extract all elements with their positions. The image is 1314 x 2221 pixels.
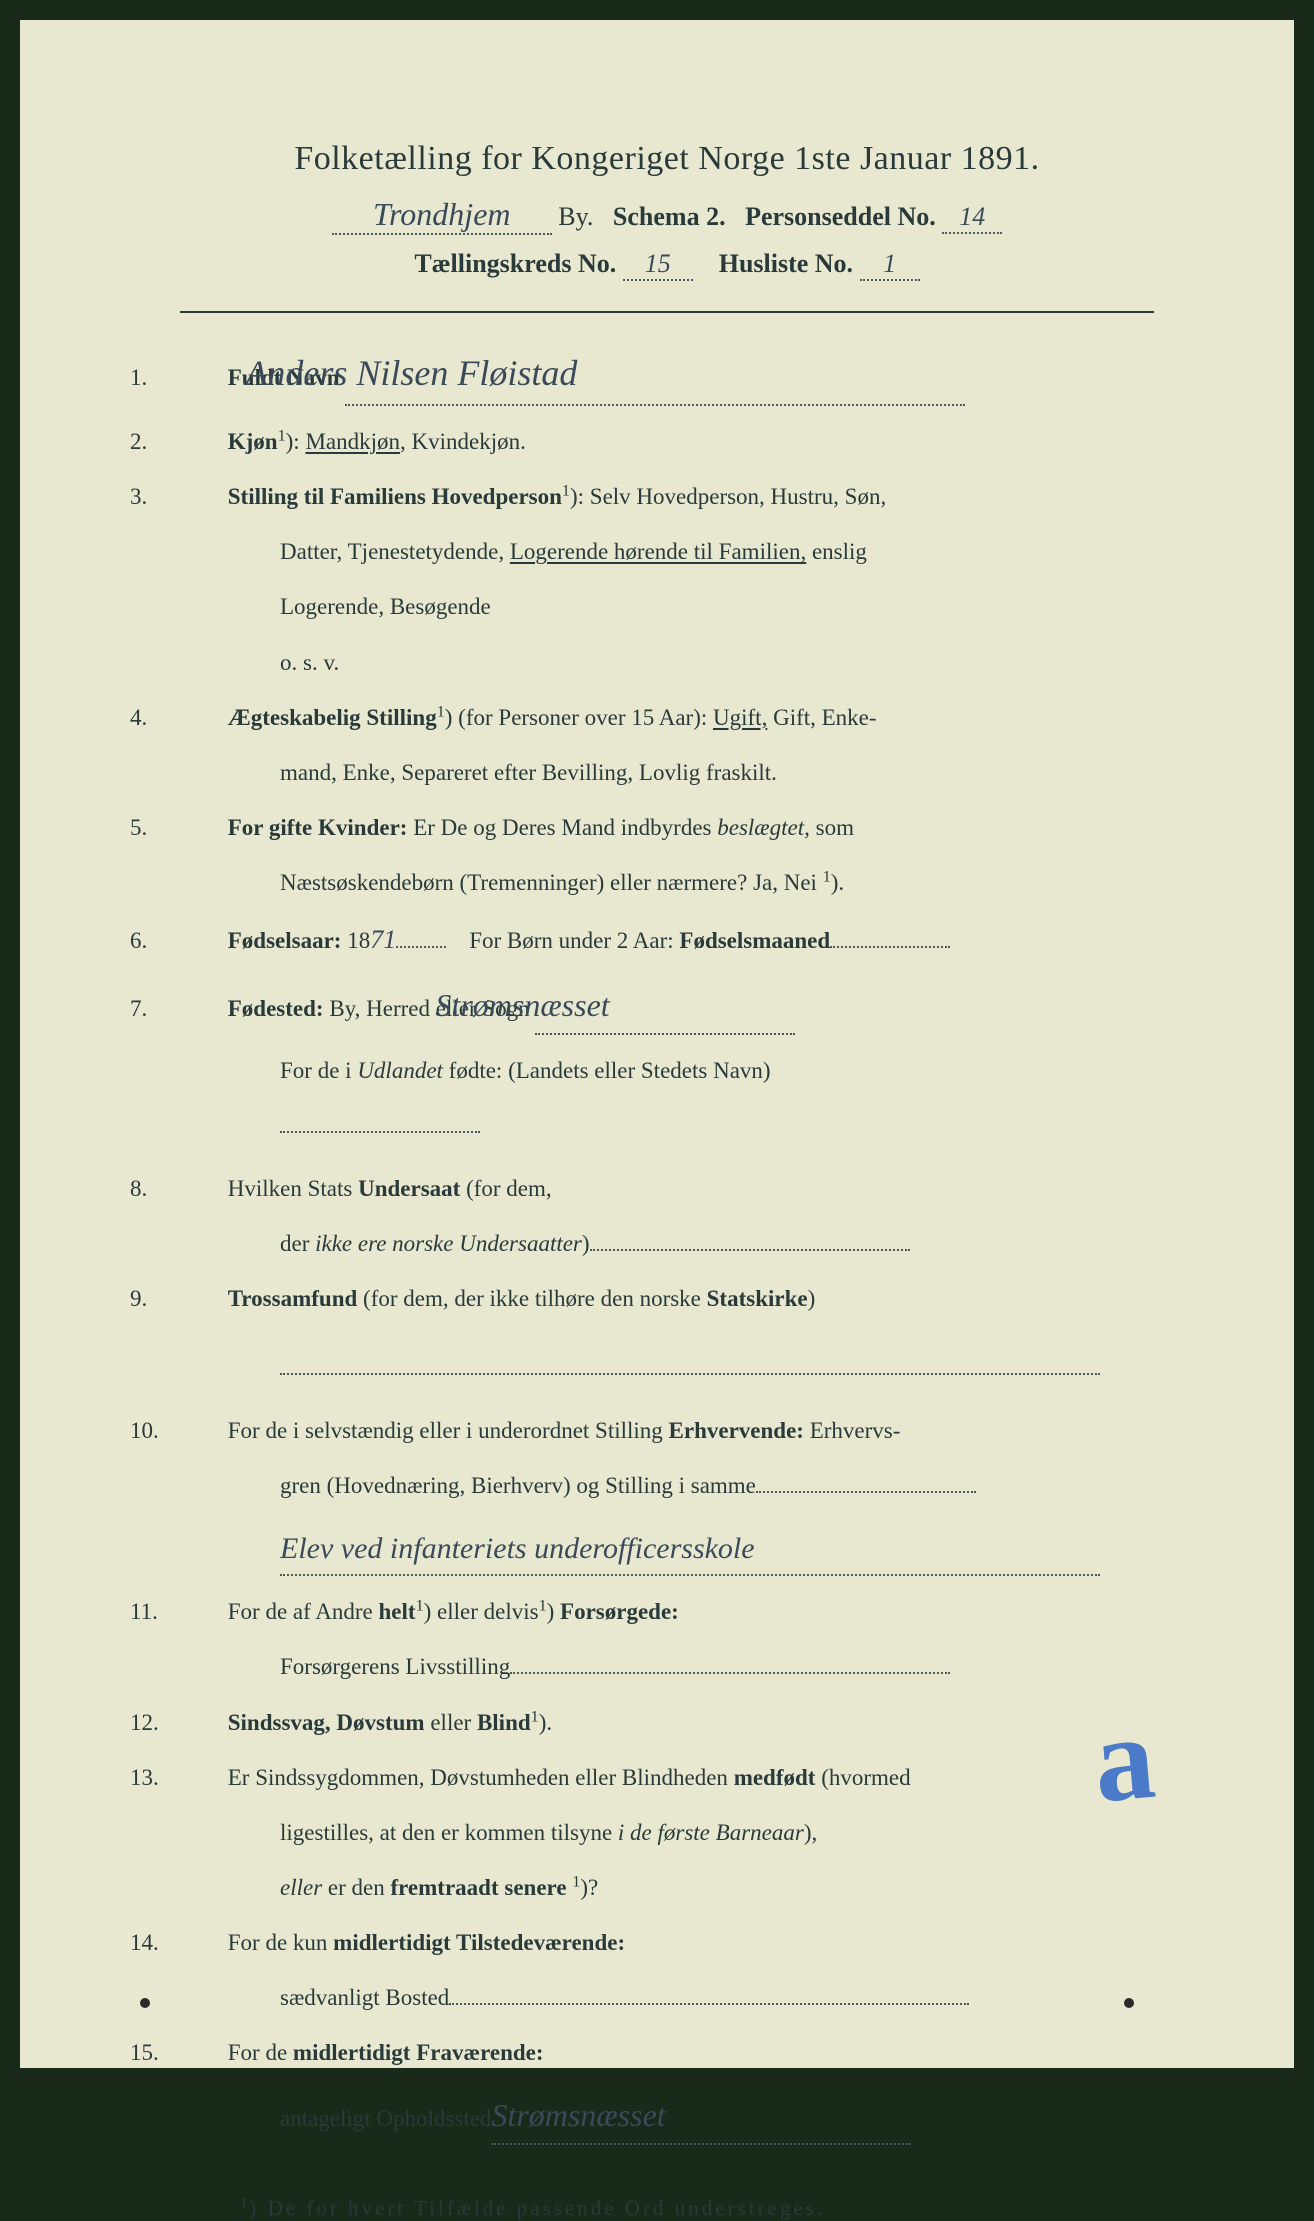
row-11: 11. For de af Andre helt1) eller delvis1… — [180, 1592, 1154, 1631]
row-14-label: midlertidigt Tilstedeværende: — [333, 1930, 625, 1955]
row-6: 6. Fødselsaar: 1871 For Børn under 2 Aar… — [180, 918, 1154, 962]
birthyear-hw: 71 — [370, 925, 396, 954]
pin-icon — [1124, 1998, 1134, 2008]
row-13: 13. Er Sindssygdommen, Døvstumheden elle… — [180, 1758, 1154, 1797]
occupation-hw: Elev ved infanteriets underofficersskole — [280, 1523, 755, 1574]
row-8: 8. Hvilken Stats Undersaat (for dem, — [180, 1169, 1154, 1208]
row-4-selected: Ugift, — [713, 705, 767, 730]
kreds-no: 15 — [645, 249, 671, 278]
row-1-num: 1. — [180, 358, 222, 397]
row-13-label: medfødt — [734, 1765, 816, 1790]
subtitle-1: Trondhjem By. Schema 2. Personseddel No.… — [180, 196, 1154, 235]
row-9-num: 9. — [180, 1279, 222, 1318]
row-13-cont2: eller er den fremtraadt senere 1)? — [180, 1868, 1154, 1907]
personseddel-no: 14 — [959, 202, 985, 231]
pin-icon — [140, 1998, 150, 2008]
row-3-cont1: Datter, Tjenestetydende, Logerende høren… — [180, 532, 1154, 571]
row-14-num: 14. — [180, 1923, 222, 1962]
row-1: 1. Fuldt Navn Anders Nilsen Fløistad — [180, 343, 1154, 406]
row-3-cont3: o. s. v. — [180, 643, 1154, 682]
row-2-label: Kjøn — [228, 429, 278, 454]
row-4-label: Ægteskabelig Stilling — [228, 705, 437, 730]
row-12: 12. Sindssvag, Døvstum eller Blind1). — [180, 1703, 1154, 1742]
row-7-cont: For de i Udlandet fødte: (Landets eller … — [180, 1051, 1154, 1090]
row-5: 5. For gifte Kvinder: Er De og Deres Man… — [180, 808, 1154, 847]
row-9-blank — [180, 1348, 1154, 1387]
row-6-num: 6. — [180, 921, 222, 960]
personseddel-label: Personseddel No. — [745, 202, 936, 231]
row-3-num: 3. — [180, 477, 222, 516]
row-10-hw: Elev ved infanteriets underofficersskole — [180, 1523, 1154, 1576]
row-3-cont2: Logerende, Besøgende — [180, 587, 1154, 626]
row-15-label: midlertidigt Fraværende: — [293, 2040, 544, 2065]
row-2: 2. Kjøn1): Mandkjøn, Kvindekjøn. — [180, 422, 1154, 461]
row-11-label: Forsørgede: — [560, 1599, 679, 1624]
divider — [180, 311, 1154, 313]
row-4-cont: mand, Enke, Separeret efter Bevilling, L… — [180, 753, 1154, 792]
row-8-num: 8. — [180, 1169, 222, 1208]
row-7-num: 7. — [180, 989, 222, 1028]
row-8-cont: der ikke ere norske Undersaatter) — [180, 1224, 1154, 1263]
row-10-cont: gren (Hovednæring, Bierhverv) og Stillin… — [180, 1466, 1154, 1505]
row-10: 10. For de i selvstændig eller i underor… — [180, 1411, 1154, 1450]
row-8-label: Undersaat — [358, 1176, 460, 1201]
row-2-selected: Mandkjøn — [305, 429, 400, 454]
row-3: 3. Stilling til Familiens Hovedperson1):… — [180, 477, 1154, 516]
row-10-num: 10. — [180, 1411, 222, 1450]
census-form-page: Folketælling for Kongeriget Norge 1ste J… — [20, 20, 1294, 2068]
row-7-blank — [180, 1106, 1154, 1145]
row-14-cont: sædvanligt Bosted — [180, 1978, 1154, 2017]
row-5-cont: Næstsøskendebørn (Tremenninger) eller næ… — [180, 863, 1154, 902]
kreds-label: Tællingskreds No. — [414, 249, 616, 278]
row-11-cont: Forsørgerens Livsstilling — [180, 1647, 1154, 1686]
husliste-no: 1 — [883, 249, 896, 278]
row-12-num: 12. — [180, 1703, 222, 1742]
city-handwritten: Trondhjem — [373, 196, 511, 233]
schema-label: Schema 2. — [613, 202, 726, 231]
row-15: 15. For de midlertidigt Fraværende: — [180, 2033, 1154, 2072]
row-9-label: Trossamfund — [228, 1286, 358, 1311]
row-7: 7. Fødested: By, Herred eller Sogn Strøm… — [180, 978, 1154, 1034]
row-13-num: 13. — [180, 1758, 222, 1797]
full-name-hw: Anders Nilsen Fløistad — [295, 343, 577, 404]
row-15-num: 15. — [180, 2033, 222, 2072]
row-6-label: Fødselsaar: — [228, 928, 342, 953]
row-7-label: Fødested: — [228, 996, 324, 1021]
row-5-num: 5. — [180, 808, 222, 847]
row-13-cont1: ligestilles, at den er kommen tilsyne i … — [180, 1813, 1154, 1852]
row-2-num: 2. — [180, 422, 222, 461]
row-11-num: 11. — [180, 1592, 222, 1631]
row-14: 14. For de kun midlertidigt Tilstedevære… — [180, 1923, 1154, 1962]
birthplace-hw: Strømsnæsset — [485, 978, 609, 1032]
blue-mark: a — [1088, 1688, 1160, 1831]
page-title: Folketælling for Kongeriget Norge 1ste J… — [180, 140, 1154, 178]
row-15-cont: antageligt OpholdsstedStrømsnæsset — [180, 2088, 1154, 2144]
footnote: 1) De for hvert Tilfælde passende Ord un… — [180, 2195, 1154, 2221]
row-3-label: Stilling til Familiens Hovedperson — [228, 484, 562, 509]
subtitle-2: Tællingskreds No. 15 Husliste No. 1 — [180, 249, 1154, 281]
row-4-num: 4. — [180, 698, 222, 737]
row-9: 9. Trossamfund (for dem, der ikke tilhør… — [180, 1279, 1154, 1318]
row-12-label: Sindssvag, Døvstum — [228, 1710, 425, 1735]
husliste-label: Husliste No. — [719, 249, 853, 278]
row-3-selected: Logerende hørende til Familien, — [510, 539, 806, 564]
row-10-label: Erhvervende: — [669, 1418, 804, 1443]
row-4: 4. Ægteskabelig Stilling1) (for Personer… — [180, 698, 1154, 737]
row-5-label: For gifte Kvinder: — [228, 815, 408, 840]
absent-place-hw: Strømsnæsset — [491, 2088, 665, 2142]
city-suffix: By. — [558, 202, 593, 231]
